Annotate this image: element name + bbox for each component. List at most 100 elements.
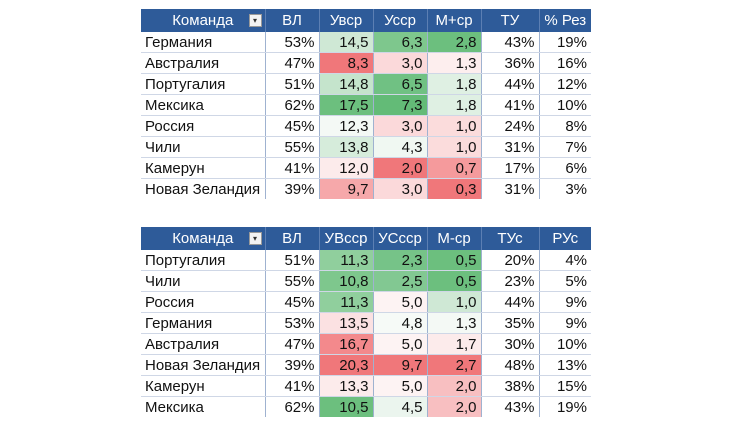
metric-e-cell: 9% [539, 291, 591, 313]
team-cell: Португалия [141, 73, 266, 95]
header-col-3: Усср [373, 9, 428, 32]
header-team-label: Команда [172, 230, 234, 247]
team-cell: Камерун [141, 375, 266, 397]
metric-e-cell: 9% [539, 312, 591, 334]
metric-c-cell: 2,7 [427, 354, 482, 376]
table-row: Мексика 62% 17,5 7,3 1,8 41% 10% [141, 94, 591, 116]
header-col-4: М+ср [427, 9, 482, 32]
header-col-6: % Рез [539, 9, 591, 32]
metric-d-cell: 44% [481, 73, 540, 95]
table-row: Австралия 47% 16,7 5,0 1,7 30% 10% [141, 333, 591, 355]
metric-b-cell: 4,8 [373, 312, 428, 334]
filter-dropdown-icon[interactable]: ▾ [248, 232, 262, 245]
table-row: Австралия 47% 8,3 3,0 1,3 36% 16% [141, 52, 591, 74]
team-cell: Португалия [141, 250, 266, 271]
table-row: Камерун 41% 13,3 5,0 2,0 38% 15% [141, 375, 591, 397]
vl-cell: 51% [265, 250, 320, 271]
header-col-5: ТУс [481, 227, 540, 250]
filter-dropdown-icon[interactable]: ▾ [248, 14, 262, 27]
table-row: Португалия 51% 11,3 2,3 0,5 20% 4% [141, 250, 591, 271]
team-cell: Новая Зеландия [141, 178, 266, 199]
team-cell: Мексика [141, 94, 266, 116]
team-cell: Россия [141, 115, 266, 137]
metric-b-cell: 9,7 [373, 354, 428, 376]
header-col-3: УСсср [373, 227, 428, 250]
metric-a-cell: 12,3 [319, 115, 374, 137]
metric-e-cell: 15% [539, 375, 591, 397]
metric-d-cell: 30% [481, 333, 540, 355]
metric-e-cell: 4% [539, 250, 591, 271]
metric-e-cell: 13% [539, 354, 591, 376]
metric-d-cell: 48% [481, 354, 540, 376]
metric-d-cell: 38% [481, 375, 540, 397]
metric-d-cell: 35% [481, 312, 540, 334]
table-row: Новая Зеландия 39% 20,3 9,7 2,7 48% 13% [141, 354, 591, 376]
metric-b-cell: 6,5 [373, 73, 428, 95]
stats-table-1: Команда ▾ ВЛ Увср Усср М+ср ТУ % Рез Герм… [141, 9, 591, 199]
metric-d-cell: 20% [481, 250, 540, 271]
metric-b-cell: 5,0 [373, 333, 428, 355]
metric-d-cell: 43% [481, 396, 540, 417]
metric-e-cell: 19% [539, 32, 591, 53]
metric-d-cell: 17% [481, 157, 540, 179]
metric-a-cell: 9,7 [319, 178, 374, 199]
metric-c-cell: 1,3 [427, 312, 482, 334]
metric-b-cell: 3,0 [373, 52, 428, 74]
metric-c-cell: 2,8 [427, 32, 482, 53]
metric-d-cell: 44% [481, 291, 540, 313]
metric-b-cell: 2,0 [373, 157, 428, 179]
metric-d-cell: 43% [481, 32, 540, 53]
metric-c-cell: 1,7 [427, 333, 482, 355]
vl-cell: 53% [265, 312, 320, 334]
team-cell: Чили [141, 136, 266, 158]
header-team[interactable]: Команда ▾ [141, 9, 266, 32]
metric-e-cell: 16% [539, 52, 591, 74]
header-col-4: М-ср [427, 227, 482, 250]
team-cell: Австралия [141, 333, 266, 355]
header-team[interactable]: Команда ▾ [141, 227, 266, 250]
metric-e-cell: 7% [539, 136, 591, 158]
vl-cell: 62% [265, 396, 320, 417]
metric-c-cell: 1,8 [427, 73, 482, 95]
vl-cell: 55% [265, 136, 320, 158]
vl-cell: 47% [265, 333, 320, 355]
metric-a-cell: 10,5 [319, 396, 374, 417]
metric-c-cell: 0,5 [427, 270, 482, 292]
metric-a-cell: 13,5 [319, 312, 374, 334]
metric-b-cell: 5,0 [373, 291, 428, 313]
metric-e-cell: 12% [539, 73, 591, 95]
metric-b-cell: 3,0 [373, 115, 428, 137]
metric-a-cell: 14,8 [319, 73, 374, 95]
metric-d-cell: 31% [481, 136, 540, 158]
table-row: Камерун 41% 12,0 2,0 0,7 17% 6% [141, 157, 591, 179]
stats-table-2: Команда ▾ ВЛ УВсср УСсср М-ср ТУс РУс Пор… [141, 227, 591, 417]
metric-c-cell: 2,0 [427, 375, 482, 397]
table-row: Мексика 62% 10,5 4,5 2,0 43% 19% [141, 396, 591, 417]
metric-c-cell: 1,0 [427, 136, 482, 158]
metric-c-cell: 1,0 [427, 291, 482, 313]
header-col-1: ВЛ [265, 227, 320, 250]
table-row: Чили 55% 10,8 2,5 0,5 23% 5% [141, 270, 591, 292]
metric-c-cell: 1,0 [427, 115, 482, 137]
team-cell: Новая Зеландия [141, 354, 266, 376]
metric-e-cell: 8% [539, 115, 591, 137]
metric-b-cell: 4,3 [373, 136, 428, 158]
header-team-label: Команда [172, 12, 234, 29]
metric-c-cell: 1,8 [427, 94, 482, 116]
header-col-2: Увср [319, 9, 374, 32]
metric-c-cell: 0,3 [427, 178, 482, 199]
metric-d-cell: 31% [481, 178, 540, 199]
vl-cell: 62% [265, 94, 320, 116]
table-row: Россия 45% 11,3 5,0 1,0 44% 9% [141, 291, 591, 313]
vl-cell: 55% [265, 270, 320, 292]
team-cell: Россия [141, 291, 266, 313]
vl-cell: 39% [265, 178, 320, 199]
vl-cell: 51% [265, 73, 320, 95]
metric-b-cell: 6,3 [373, 32, 428, 53]
metric-a-cell: 13,3 [319, 375, 374, 397]
metric-a-cell: 8,3 [319, 52, 374, 74]
table-row: Чили 55% 13,8 4,3 1,0 31% 7% [141, 136, 591, 158]
header-col-1: ВЛ [265, 9, 320, 32]
metric-b-cell: 4,5 [373, 396, 428, 417]
metric-d-cell: 24% [481, 115, 540, 137]
